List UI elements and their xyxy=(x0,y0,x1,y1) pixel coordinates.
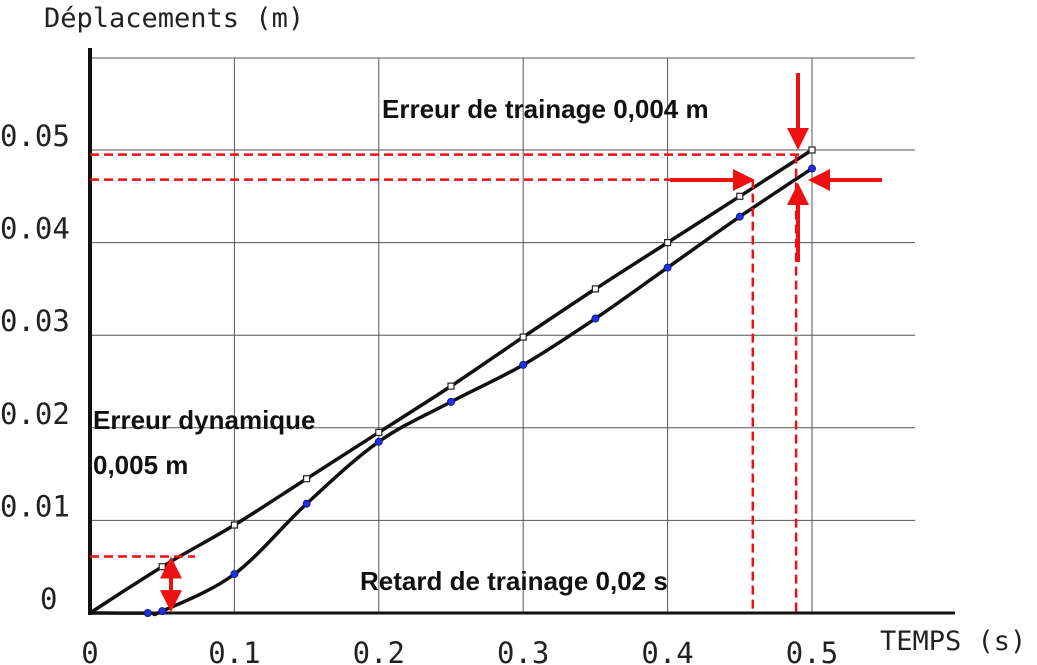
arrow-dynamique-head-down xyxy=(160,590,182,613)
x-tick-label: 0 xyxy=(81,636,98,665)
data-point-dot xyxy=(735,212,744,221)
data-point-dot xyxy=(230,570,239,579)
arrow-dynamique-head-up xyxy=(160,556,182,579)
data-point-dot xyxy=(519,360,528,369)
data-point-dot xyxy=(143,609,152,617)
annotation-guides xyxy=(90,73,882,613)
tick-labels: 0 0.1 0.2 0.3 0.4 0.5 0 0.01 0.02 0.03 0.04 0.05 xyxy=(0,119,838,665)
data-point-square xyxy=(736,192,744,200)
data-point-square xyxy=(591,285,600,293)
arrow-retard-right-head xyxy=(733,169,755,191)
data-point-square xyxy=(808,146,816,154)
data-point-dot xyxy=(808,164,816,173)
arrow-trainage-down-head xyxy=(787,128,809,150)
x-tick-label: 0.3 xyxy=(497,636,549,665)
annotation-erreur-trainage: Erreur de trainage 0,004 m xyxy=(382,94,709,124)
x-tick-label: 0.2 xyxy=(353,636,405,665)
data-point-dot xyxy=(374,437,383,446)
series-group xyxy=(89,146,816,617)
annotation-erreur-dynamique-line2: 0,005 m xyxy=(93,450,188,480)
data-point-square xyxy=(663,239,672,247)
y-tick-label: 0.01 xyxy=(0,489,70,523)
axes xyxy=(88,48,955,615)
arrow-retard-left-head xyxy=(808,169,830,191)
arrow-trainage-up-head xyxy=(787,183,809,205)
data-point-dot xyxy=(591,314,600,323)
data-point-dot xyxy=(158,607,167,616)
x-tick-label: 0.1 xyxy=(208,636,260,665)
y-tick-label: 0.05 xyxy=(0,119,70,153)
data-point-dot xyxy=(663,263,672,272)
y-tick-label: 0.04 xyxy=(0,212,70,246)
annotation-erreur-dynamique-line1: Erreur dynamique xyxy=(93,405,316,435)
annotation-retard-trainage: Retard de trainage 0,02 s xyxy=(360,566,668,596)
y-tick-label: 0.02 xyxy=(0,397,70,431)
data-point-dot xyxy=(302,499,311,508)
data-point-square xyxy=(519,333,527,341)
data-point-square xyxy=(447,382,455,390)
grid xyxy=(89,57,915,613)
y-tick-label: 0.03 xyxy=(0,304,70,338)
y-tick-label: 0 xyxy=(40,582,57,616)
series-line xyxy=(89,148,813,615)
data-point-square xyxy=(303,475,311,483)
data-point-dot xyxy=(447,397,455,406)
data-point-square xyxy=(230,521,238,529)
data-point-square xyxy=(158,563,166,571)
y-axis-title: Déplacements (m) xyxy=(44,3,304,34)
x-tick-label: 0.4 xyxy=(641,636,693,665)
x-tick-label: 0.5 xyxy=(786,636,838,665)
data-point-square xyxy=(375,428,383,437)
x-axis-title: TEMPS (s) xyxy=(880,626,1026,657)
